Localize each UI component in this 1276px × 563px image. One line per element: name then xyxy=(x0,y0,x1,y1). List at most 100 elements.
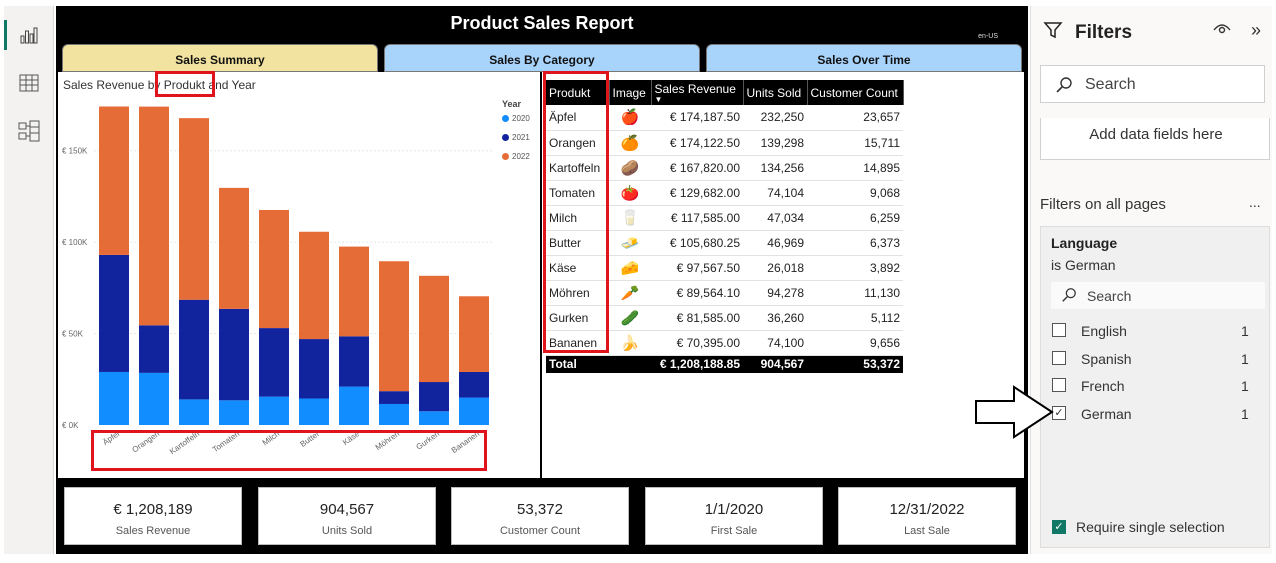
eye-icon[interactable] xyxy=(1213,22,1231,41)
table-row[interactable]: Käse 🧀 € 97,567.50 26,018 3,892 xyxy=(546,255,903,281)
units-cell: 26,018 xyxy=(743,255,807,281)
tab-sales-over-time[interactable]: Sales Over Time xyxy=(706,44,1022,72)
legend-item-2021[interactable]: 2021 xyxy=(502,133,530,142)
produkt-cell: Äpfel xyxy=(546,105,609,131)
collapse-pane-icon[interactable]: » xyxy=(1251,20,1262,40)
col-header-produkt[interactable]: Produkt xyxy=(546,80,610,105)
bar-segment-2020 xyxy=(259,396,289,425)
col-header-sales-revenue[interactable]: Sales Revenue ▼ xyxy=(651,80,744,105)
bar-segment-2022 xyxy=(179,118,209,300)
kpi-card-sales-revenue: € 1,208,189 Sales Revenue xyxy=(64,487,242,545)
customers-cell: 6,259 xyxy=(807,205,903,231)
units-cell: 134,256 xyxy=(743,155,807,181)
tab-sales-by-category[interactable]: Sales By Category xyxy=(384,44,700,72)
left-rail xyxy=(4,6,54,554)
filter-option-spanish[interactable]: Spanish 1 xyxy=(1041,349,1271,375)
bar-segment-2020 xyxy=(139,372,169,425)
report-canvas: Product Sales Report en-US Sales Summary … xyxy=(56,6,1028,554)
revenue-cell: € 97,567.50 xyxy=(651,255,743,281)
chart-panel[interactable]: Sales Revenue by Produkt and Year Year 2… xyxy=(58,71,540,478)
produkt-cell: Gurken xyxy=(546,305,609,331)
checkbox-checked[interactable]: ✓ xyxy=(1052,406,1066,420)
bar-segment-2020 xyxy=(379,403,409,425)
filter-option-english[interactable]: English 1 xyxy=(1041,321,1271,347)
filter-card-search[interactable]: Search xyxy=(1051,282,1265,309)
add-data-fields-well[interactable]: Add data fields here xyxy=(1040,118,1270,160)
col-header-customer-count[interactable]: Customer Count xyxy=(807,80,904,105)
table-row[interactable]: Orangen 🍊 € 174,122.50 139,298 15,711 xyxy=(546,130,903,156)
checkbox[interactable] xyxy=(1052,323,1066,337)
product-image-icon: 🥔 xyxy=(609,155,651,181)
checkbox[interactable] xyxy=(1052,378,1066,392)
produkt-cell: Milch xyxy=(546,205,609,231)
table-row[interactable]: Butter 🧈 € 105,680.25 46,969 6,373 xyxy=(546,230,903,256)
tab-sales-summary[interactable]: Sales Summary xyxy=(62,44,378,72)
product-image-icon: 🍅 xyxy=(609,180,651,206)
bar-segment-2020 xyxy=(219,400,249,425)
bar-segment-2021 xyxy=(219,308,249,401)
highlight-box-produkt-column xyxy=(543,71,609,353)
bar-segment-2021 xyxy=(459,371,489,398)
table-row[interactable]: Möhren 🥕 € 89,564.10 94,278 11,130 xyxy=(546,280,903,306)
require-single-selection-toggle[interactable]: ✓ Require single selection xyxy=(1041,519,1271,541)
filter-option-french[interactable]: French 1 xyxy=(1041,376,1271,402)
checkbox-checked[interactable]: ✓ xyxy=(1052,520,1066,534)
product-image-icon: 🧀 xyxy=(609,255,651,281)
model-view-icon[interactable] xyxy=(16,118,42,144)
bar-segment-2020 xyxy=(419,411,449,425)
filter-option-german[interactable]: ✓ German 1 xyxy=(1041,404,1271,430)
search-icon xyxy=(1056,77,1072,93)
report-view-icon[interactable] xyxy=(16,22,42,48)
search-icon xyxy=(1062,288,1076,302)
product-image-icon: 🥛 xyxy=(609,205,651,231)
language-filter-card[interactable]: Language is German Search English 1 Span… xyxy=(1040,226,1270,548)
filters-title: Filters xyxy=(1075,22,1133,43)
bar-segment-2022 xyxy=(379,261,409,392)
kpi-card-last-sale: 12/31/2022 Last Sale xyxy=(838,487,1016,545)
total-cell xyxy=(609,355,651,373)
filter-funnel-icon xyxy=(1043,20,1063,45)
units-cell: 94,278 xyxy=(743,280,807,306)
produkt-cell: Orangen xyxy=(546,130,609,156)
table-row[interactable]: Kartoffeln 🥔 € 167,820.00 134,256 14,895 xyxy=(546,155,903,181)
filter-card-title: Language xyxy=(1051,235,1118,251)
bar-segment-2022 xyxy=(459,296,489,372)
bar-segment-2022 xyxy=(139,106,169,326)
bar-segment-2021 xyxy=(379,391,409,404)
table-row[interactable]: Gurken 🥒 € 81,585.00 36,260 5,112 xyxy=(546,305,903,331)
more-options-icon[interactable]: ... xyxy=(1249,194,1261,210)
legend-title: Year xyxy=(502,99,522,109)
produkt-cell: Tomaten xyxy=(546,180,609,206)
filters-search-box[interactable]: Search xyxy=(1040,65,1265,103)
bar-segment-2022 xyxy=(419,275,449,383)
kpi-card-customer-count: 53,372 Customer Count xyxy=(451,487,629,545)
bar-segment-2021 xyxy=(299,339,329,399)
col-header-units-sold[interactable]: Units Sold xyxy=(743,80,808,105)
bar-segment-2020 xyxy=(339,386,369,425)
legend-item-2020[interactable]: 2020 xyxy=(502,114,530,123)
table-view-icon[interactable] xyxy=(16,70,42,96)
product-image-icon: 🍎 xyxy=(609,105,651,131)
customers-cell: 23,657 xyxy=(807,105,903,131)
legend-item-2022[interactable]: 2022 xyxy=(502,152,530,161)
checkbox[interactable] xyxy=(1052,351,1066,365)
units-cell: 232,250 xyxy=(743,105,807,131)
col-header-image[interactable]: Image xyxy=(609,80,652,105)
table-row[interactable]: Milch 🥛 € 117,585.00 47,034 6,259 xyxy=(546,205,903,231)
bar-segment-2021 xyxy=(179,299,209,400)
product-image-icon: 🥕 xyxy=(609,280,651,306)
produkt-cell: Möhren xyxy=(546,280,609,306)
filters-on-all-pages-label: Filters on all pages xyxy=(1040,196,1166,213)
customers-cell: 14,895 xyxy=(807,155,903,181)
highlight-box-axis-title xyxy=(155,71,215,97)
customers-cell: 3,892 xyxy=(807,255,903,281)
table-row[interactable]: Bananen 🍌 € 70,395.00 74,100 9,656 xyxy=(546,330,903,356)
table-row[interactable]: Äpfel 🍎 € 174,187.50 232,250 23,657 xyxy=(546,105,903,131)
bar-segment-2021 xyxy=(419,382,449,412)
bar-segment-2021 xyxy=(139,325,169,373)
y-tick-label: € 0K xyxy=(62,421,79,430)
table-row[interactable]: Tomaten 🍅 € 129,682.00 74,104 9,068 xyxy=(546,180,903,206)
revenue-cell: € 129,682.00 xyxy=(651,180,743,206)
units-cell: 139,298 xyxy=(743,130,807,156)
